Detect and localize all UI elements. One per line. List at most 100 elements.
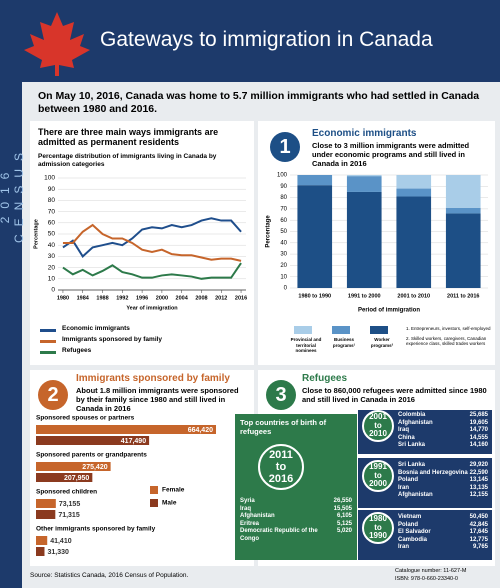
bar <box>36 473 93 482</box>
section-subtitle: Close to 860,000 refugees were admitted … <box>302 386 487 404</box>
country-table: Colombia 25,685 Afghanistan 19,605 Iraq 14,77… <box>398 412 488 450</box>
side-band <box>0 82 22 588</box>
value-label: 31,330 <box>47 549 69 556</box>
country-name: Iraq <box>240 505 252 512</box>
value-label: 207,950 <box>64 475 89 482</box>
maple-leaf <box>24 12 90 76</box>
country-name: Vietnam <box>398 514 422 520</box>
bar-segment <box>396 175 432 189</box>
country-name: Colombia <box>398 412 426 418</box>
country-count: 14,160 <box>469 442 488 448</box>
footnote: 2. Skilled workers, caregivers, Canadian… <box>406 336 487 346</box>
value-label: 73,155 <box>59 501 81 508</box>
legend: Provincial and territorial nominees Busin… <box>288 326 492 362</box>
y-tick-label: 90 <box>280 184 287 190</box>
y-tick-label: 40 <box>280 240 287 246</box>
bar-segment <box>396 196 432 288</box>
country-name: Afghanistan <box>398 419 433 426</box>
legend-label: Provincial and territorial nominees <box>290 337 322 353</box>
bar-segment <box>445 207 481 214</box>
bar <box>36 499 56 508</box>
table-row: Iraq 14,770 <box>398 427 488 435</box>
y-tick-label: 10 <box>48 276 56 283</box>
period-badge: 2011 to 2016 <box>258 444 304 490</box>
source-note: Source: Statistics Canada, 2016 Census o… <box>30 572 189 579</box>
country-name: Iran <box>398 484 410 491</box>
country-count: 5,020 <box>336 528 352 534</box>
leaf-shape <box>24 12 90 76</box>
y-tick-label: 90 <box>48 186 56 193</box>
y-tick-label: 0 <box>51 287 55 294</box>
x-tick-label: 2000 <box>156 295 168 301</box>
country-count: 29,920 <box>469 462 488 468</box>
bar-segment <box>396 188 432 197</box>
country-name: Afghanistan <box>398 492 433 498</box>
y-tick-label: 60 <box>48 220 56 227</box>
bar-segment <box>297 185 333 288</box>
category-label: Sponsored spouses or partners <box>36 415 135 422</box>
country-name: Cambodia <box>398 536 428 543</box>
table-row: Syria 26,550 <box>240 498 352 506</box>
country-name: El Salvador <box>398 529 431 535</box>
table-row: Cambodia 12,775 <box>398 537 488 545</box>
country-name: Syria <box>240 498 255 504</box>
y-tick-label: 50 <box>48 231 56 238</box>
category-label: Other immigrants sponsored by family <box>36 526 156 533</box>
country-count: 12,775 <box>469 536 488 543</box>
value-label: 417,490 <box>121 438 146 445</box>
country-count: 5,125 <box>336 520 352 527</box>
legend-swatch <box>370 326 388 334</box>
country-count: 25,685 <box>469 412 488 418</box>
period-badge: 1980 to 1990 <box>362 512 394 544</box>
catalogue-note: Catalogue number: 11-627-M <box>395 568 467 574</box>
table-row: Poland 13,145 <box>398 477 488 485</box>
value-label: 41,410 <box>50 538 72 545</box>
country-count: 13,145 <box>469 477 488 483</box>
data-line <box>62 217 242 258</box>
section-number: 3 <box>266 380 296 410</box>
country-table: Syria 26,550 Iraq 15,505 Afghanistan 6,105 Eri… <box>240 498 352 543</box>
chart-title: Percentage distribution of immigrants li… <box>38 153 217 168</box>
legend-swatch <box>150 499 158 507</box>
y-axis-label: Percentage <box>33 219 39 249</box>
legend-label: Worker programs² <box>370 337 394 348</box>
section-subtitle: Close to 3 million immigrants were admit… <box>312 141 470 168</box>
legend-swatch <box>332 326 350 334</box>
section-number: 1 <box>270 132 300 162</box>
y-tick-label: 70 <box>48 208 56 215</box>
section-number: 2 <box>38 380 68 410</box>
y-tick-label: 10 <box>280 274 287 280</box>
hbar-chart: Sponsored spouses or partners 664,420 417,… <box>36 415 216 556</box>
x-tick-label: 1980 to 1990 <box>298 293 331 299</box>
legend-label: Refugees <box>62 347 92 354</box>
period-badge: 2001 to 2010 <box>362 410 394 442</box>
bar <box>36 462 111 471</box>
country-name: Eritrea <box>240 520 260 527</box>
x-tick-label: 1980 <box>57 295 69 301</box>
stacked-bar-chart: 0 10 20 30 40 50 60 70 80 90 100 1980 to 1990 1991 t… <box>266 173 488 314</box>
table-row: Iran 13,135 <box>398 485 488 493</box>
table-row: Poland 42,845 <box>398 522 488 530</box>
bar <box>36 536 48 545</box>
country-table: Sri Lanka 29,920 Bosnia and Herzegovina 22,… <box>398 462 488 500</box>
country-count: 12,155 <box>469 492 488 498</box>
page-title: Gateways to immigration in Canada <box>100 28 433 51</box>
y-tick-label: 0 <box>284 286 288 292</box>
y-axis-label: Percentage <box>266 215 272 248</box>
y-tick-label: 50 <box>280 229 287 235</box>
section-subtitle: About 1.8 million immigrants were sponso… <box>76 386 239 413</box>
country-count: 14,555 <box>469 434 488 441</box>
x-tick-label: 2016 <box>235 295 247 301</box>
y-tick-label: 100 <box>277 173 288 179</box>
intro-text: On May 10, 2016, Canada was home to 5.7 … <box>38 90 480 115</box>
table-row: Democratic Republic of the Congo 5,020 <box>240 528 352 543</box>
bar <box>36 436 150 445</box>
country-name: China <box>398 434 415 441</box>
section-title: There are three main ways immigrants are… <box>38 127 219 147</box>
x-axis-label: Year of immigration <box>126 305 178 311</box>
table-row: Vietnam 50,450 <box>398 514 488 522</box>
legend-label: Male <box>162 500 177 507</box>
x-tick-label: 1996 <box>136 295 148 301</box>
table-title: Top countries of birth of refugees <box>240 418 327 436</box>
